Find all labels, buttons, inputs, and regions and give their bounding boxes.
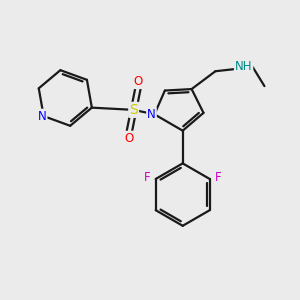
Text: O: O [134,75,143,88]
Text: F: F [215,171,221,184]
Text: NH: NH [235,60,252,73]
Text: N: N [147,108,156,121]
Text: F: F [144,171,151,184]
Text: S: S [129,103,138,117]
Text: N: N [38,110,46,123]
Text: O: O [124,132,134,145]
